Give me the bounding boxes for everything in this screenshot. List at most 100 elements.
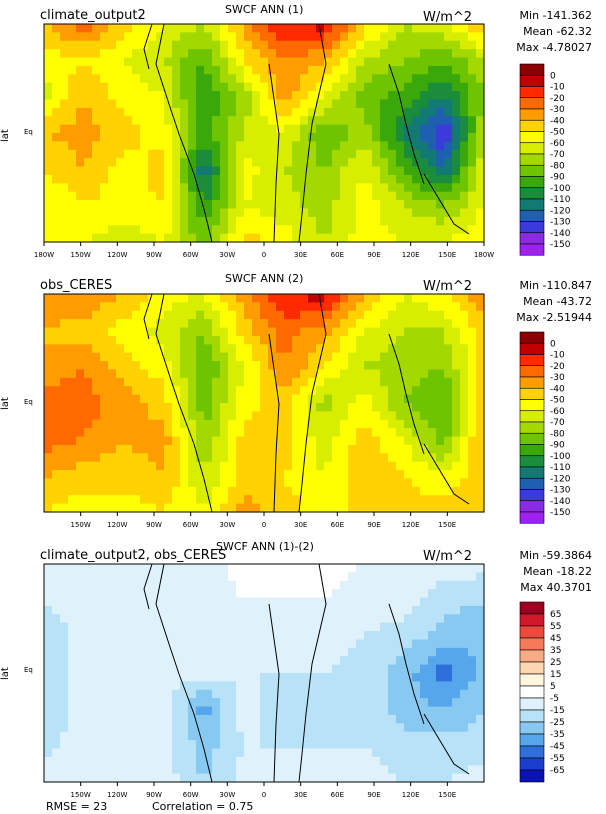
heatmap-cell: [252, 614, 261, 624]
heatmap-cell: [340, 765, 349, 775]
heatmap-cell: [196, 673, 205, 682]
heatmap-cell: [68, 124, 77, 134]
heatmap-cell: [76, 107, 85, 117]
heatmap-cell: [340, 639, 349, 649]
heatmap-cell: [180, 49, 189, 59]
heatmap-cell: [284, 335, 293, 345]
heatmap-cell: [124, 116, 133, 126]
heatmap-cell: [260, 673, 269, 682]
heatmap-cell: [60, 377, 69, 387]
heatmap-cell: [276, 428, 285, 438]
heatmap-cell: [52, 461, 61, 471]
heatmap-cell: [348, 208, 357, 218]
heatmap-cell: [164, 486, 173, 496]
heatmap-cell: [92, 302, 101, 312]
heatmap-cell: [444, 344, 453, 354]
heatmap-cell: [116, 386, 125, 396]
heatmap-cell: [476, 689, 485, 699]
heatmap-cell: [300, 394, 309, 404]
heatmap-cell: [196, 133, 205, 142]
heatmap-cell: [388, 589, 397, 599]
heatmap-cell: [164, 470, 173, 480]
heatmap-cell: [108, 99, 117, 109]
heatmap-cell: [140, 580, 149, 590]
heatmap-cell: [476, 200, 485, 210]
heatmap-cell: [436, 639, 445, 649]
heatmap-cell: [268, 369, 277, 379]
heatmap-cell: [228, 580, 237, 590]
heatmap-cell: [476, 631, 485, 641]
heatmap-cell: [140, 216, 149, 226]
heatmap-cell: [84, 419, 93, 429]
heatmap-cell: [436, 24, 445, 33]
heatmap-cell: [300, 369, 309, 379]
heatmap-cell: [148, 572, 157, 582]
heatmap-cell: [388, 386, 397, 396]
heatmap-cell: [68, 65, 77, 75]
heatmap-cell: [332, 335, 341, 345]
heatmap-cell: [68, 302, 77, 312]
heatmap-cell: [84, 428, 93, 438]
heatmap-cell: [52, 344, 61, 354]
heatmap-cell: [260, 82, 269, 92]
heatmap-cell: [212, 503, 221, 513]
heatmap-cell: [324, 107, 333, 117]
heatmap-cell: [172, 200, 181, 210]
heatmap-cell: [84, 352, 93, 362]
heatmap-cell: [364, 486, 373, 496]
heatmap-cell: [60, 605, 69, 615]
heatmap-cell: [44, 294, 53, 303]
colorbar-label: 65: [550, 610, 561, 620]
heatmap-cell: [60, 723, 69, 733]
heatmap-cell: [460, 765, 469, 775]
heatmap-cell: [220, 470, 229, 480]
heatmap-cell: [372, 57, 381, 67]
heatmap-cell: [204, 40, 213, 50]
heatmap-cell: [44, 748, 53, 758]
heatmap-cell: [140, 564, 149, 573]
heatmap-cell: [268, 444, 277, 454]
heatmap-cell: [308, 639, 317, 649]
colorbar-label: -55: [550, 754, 565, 764]
heatmap-cell: [108, 453, 117, 463]
heatmap-cell: [372, 689, 381, 699]
heatmap-cell: [228, 183, 237, 193]
heatmap-cell: [364, 664, 373, 674]
heatmap-cell: [348, 361, 357, 371]
heatmap-cell: [188, 124, 197, 134]
heatmap-cell: [388, 369, 397, 379]
heatmap-cell: [284, 419, 293, 429]
heatmap-cell: [188, 352, 197, 362]
colorbar-label: 0: [550, 71, 556, 81]
heatmap-cell: [340, 731, 349, 741]
heatmap-cell: [404, 614, 413, 624]
heatmap-cell: [300, 216, 309, 226]
heatmap-cell: [340, 486, 349, 496]
heatmap-cell: [92, 580, 101, 590]
heatmap-cell: [244, 233, 253, 243]
heatmap-cell: [396, 419, 405, 429]
heatmap-cell: [236, 183, 245, 193]
heatmap-cell: [412, 478, 421, 488]
heatmap-cell: [148, 723, 157, 733]
heatmap-cell: [476, 40, 485, 50]
heatmap-cell: [212, 698, 221, 708]
heatmap-cell: [132, 689, 141, 699]
x-tick-label: 90W: [146, 791, 162, 799]
stat-mean: Mean -18.22: [523, 565, 592, 578]
heatmap-cell: [420, 503, 429, 513]
heatmap-cell: [460, 208, 469, 218]
heatmap-cell: [412, 141, 421, 151]
heatmap-cell: [436, 403, 445, 412]
heatmap-cell: [236, 107, 245, 117]
heatmap-cell: [348, 656, 357, 666]
heatmap-cell: [132, 174, 141, 184]
heatmap-cell: [412, 294, 421, 303]
heatmap-cell: [148, 82, 157, 92]
heatmap-cell: [228, 208, 237, 218]
heatmap-cell: [108, 673, 117, 682]
heatmap-cell: [124, 495, 133, 505]
heatmap-cell: [412, 183, 421, 193]
heatmap-cell: [100, 352, 109, 362]
heatmap-cell: [324, 698, 333, 708]
